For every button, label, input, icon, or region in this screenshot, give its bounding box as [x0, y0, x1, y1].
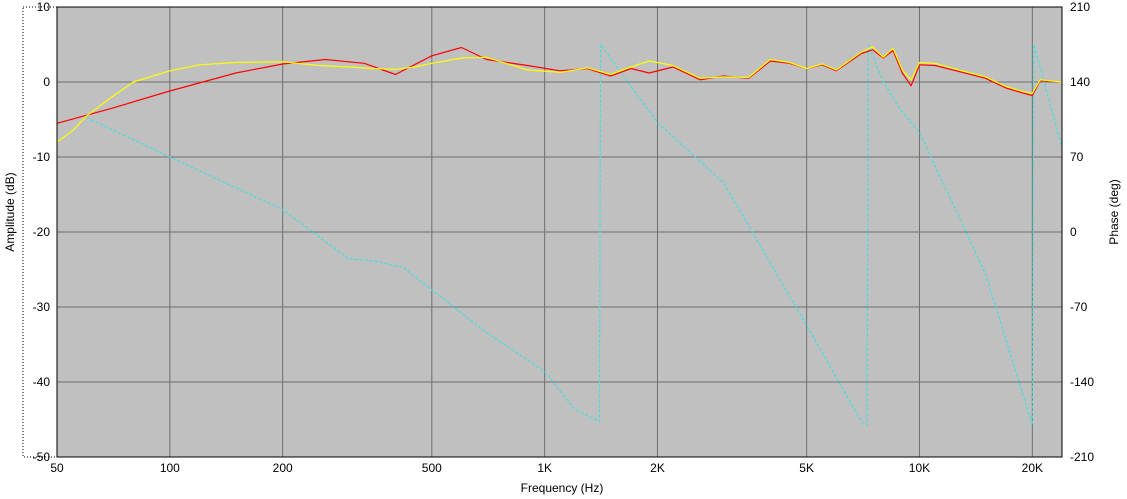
x-tick-label: 10K	[909, 461, 930, 475]
axis-selection-box	[22, 6, 58, 458]
y-tick-label: -50	[33, 450, 51, 464]
y-axis-title: Amplitude (dB)	[3, 172, 17, 251]
amplitude-series-line	[56, 46, 1063, 143]
y-tick-label: -40	[33, 375, 51, 389]
x-tick-label: 200	[273, 461, 293, 475]
x-axis-title: Frequency (Hz)	[521, 481, 604, 495]
x-tick-label: 5K	[799, 461, 814, 475]
y2-tick-label: 70	[1070, 150, 1084, 164]
y-tick-label: -20	[33, 225, 51, 239]
y-tick-labels: 10 0 -10 -20 -30 -40 -50	[33, 0, 51, 464]
y2-tick-labels: 210 140 70 0 -70 -140 -210	[1070, 0, 1094, 464]
x-tick-label: 100	[160, 461, 180, 475]
y2-tick-label: -210	[1070, 450, 1094, 464]
amplitude-series-line	[56, 46, 1063, 124]
y2-tick-label: 210	[1070, 0, 1090, 14]
y-tick-label: -10	[33, 150, 51, 164]
y2-axis-title: Phase (deg)	[1107, 179, 1121, 244]
y-tick-label: 0	[43, 75, 50, 89]
y2-tick-label: -70	[1070, 300, 1088, 314]
y2-tick-label: -140	[1070, 375, 1094, 389]
x-tick-label: 2K	[650, 461, 665, 475]
x-tick-label: 1K	[537, 461, 552, 475]
series-group	[56, 43, 1063, 426]
y-tick-label: -30	[33, 300, 51, 314]
y2-tick-label: 140	[1070, 75, 1090, 89]
y2-tick-label: 0	[1070, 225, 1077, 239]
y-tick-label: 10	[37, 0, 51, 14]
x-tick-labels: 50 100 200 500 1K 2K 5K 10K 20K	[50, 461, 1043, 475]
x-tick-label: 500	[422, 461, 442, 475]
x-tick-label: 20K	[1022, 461, 1043, 475]
x-tick-label: 50	[50, 461, 64, 475]
